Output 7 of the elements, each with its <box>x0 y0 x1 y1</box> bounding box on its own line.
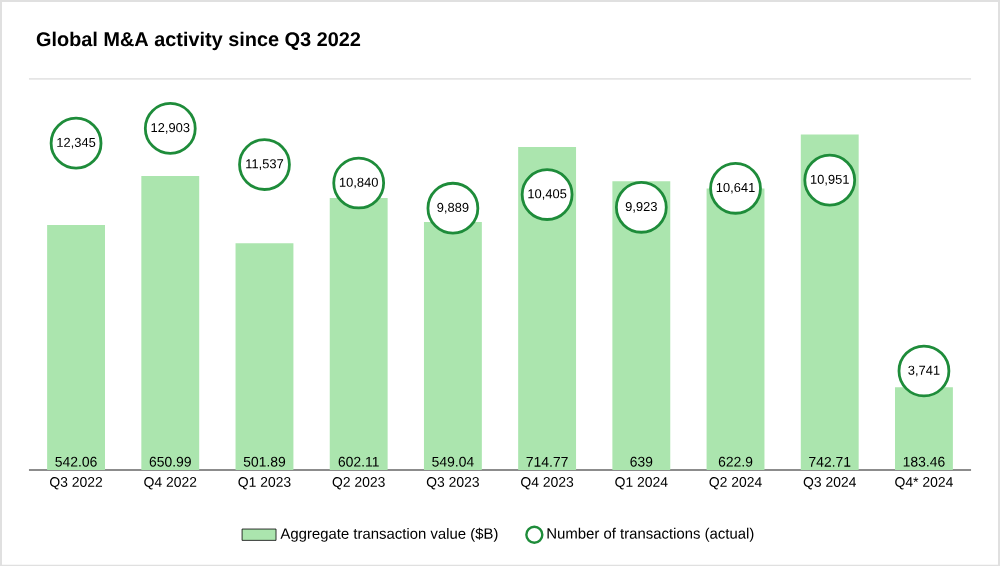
bar <box>141 175 200 470</box>
bar <box>895 386 953 470</box>
bar <box>47 224 106 470</box>
bar <box>423 221 482 470</box>
chart-title: Global M&A activity since Q3 2022 <box>36 31 361 50</box>
bar <box>329 197 388 470</box>
bar <box>235 242 294 470</box>
